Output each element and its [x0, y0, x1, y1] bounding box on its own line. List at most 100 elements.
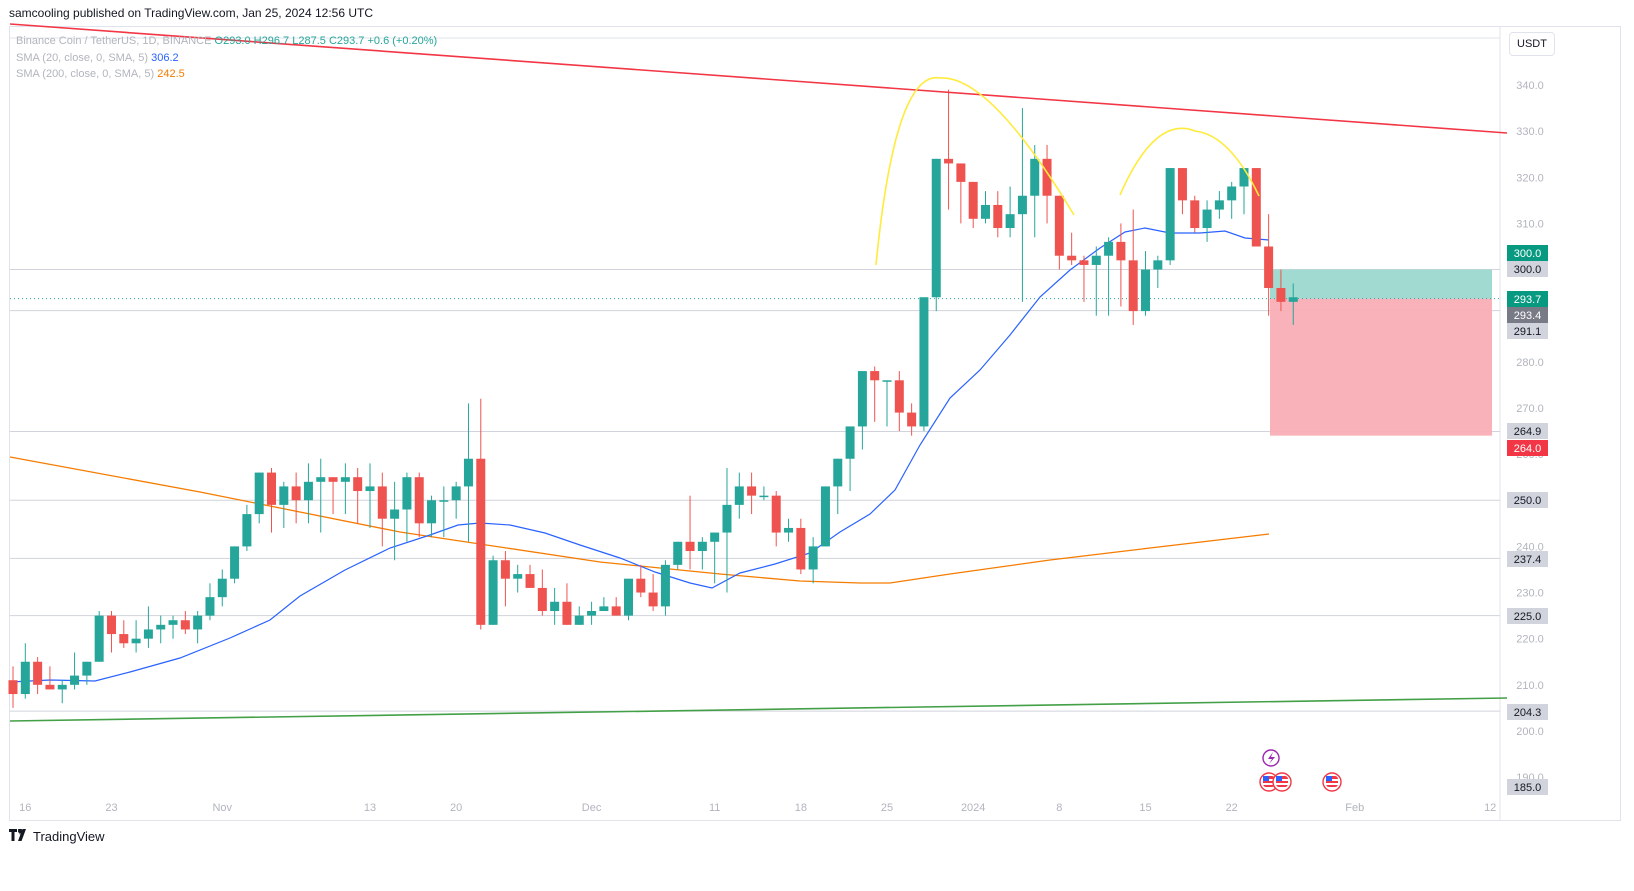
- svg-text:293.7: 293.7: [1514, 294, 1542, 306]
- candle: [734, 486, 744, 505]
- candle: [57, 684, 67, 690]
- tradingview-logo-icon: [9, 829, 29, 844]
- candle: [907, 412, 917, 427]
- price-label: [1507, 291, 1548, 307]
- candle: [944, 158, 954, 164]
- candle: [1116, 241, 1126, 261]
- candle: [685, 541, 695, 552]
- footer-brand[interactable]: TradingView: [9, 829, 105, 844]
- ohlc-open-label: O: [214, 35, 224, 47]
- candle: [882, 380, 892, 382]
- svg-text:Nov: Nov: [212, 802, 232, 814]
- legend-sma20-row[interactable]: SMA (20, close, 0, SMA, 5) 306.2: [16, 50, 437, 67]
- ohlc-close: 293.7: [336, 35, 365, 47]
- candle: [1104, 241, 1114, 256]
- candle: [845, 426, 855, 459]
- ohlc-low: 287.5: [298, 35, 326, 47]
- candle: [106, 615, 116, 635]
- svg-text:264.0: 264.0: [1514, 443, 1542, 455]
- candle: [611, 606, 621, 616]
- legend-sma200-row[interactable]: SMA (200, close, 0, SMA, 5) 242.5: [16, 66, 437, 83]
- candle: [33, 661, 43, 685]
- chart-legend: Binance Coin / TetherUS, 1D, BINANCE O29…: [16, 33, 437, 83]
- candle: [820, 486, 830, 547]
- symbol-name: Binance Coin / TetherUS, 1D, BINANCE: [16, 35, 212, 47]
- svg-text:320.0: 320.0: [1516, 172, 1544, 184]
- candle: [353, 477, 363, 492]
- candle: [414, 477, 424, 524]
- candle: [390, 509, 400, 519]
- candle: [1054, 195, 1064, 256]
- price-label: [1507, 323, 1548, 339]
- svg-text:340.0: 340.0: [1516, 80, 1544, 92]
- svg-text:13: 13: [364, 802, 376, 814]
- candle: [340, 477, 350, 482]
- candle: [759, 495, 769, 498]
- candle: [1276, 288, 1286, 302]
- sma20-label: SMA (20, close, 0, SMA, 5): [16, 51, 149, 64]
- candle: [808, 546, 818, 570]
- svg-text:264.9: 264.9: [1514, 426, 1542, 438]
- sma200-value: 242.5: [157, 68, 185, 80]
- svg-text:280.0: 280.0: [1516, 357, 1544, 369]
- candle: [316, 477, 326, 482]
- svg-text:16: 16: [19, 802, 31, 814]
- candle: [328, 477, 338, 482]
- svg-text:11: 11: [709, 802, 720, 814]
- candle: [747, 486, 757, 496]
- price-label: [1507, 608, 1548, 624]
- svg-text:200.0: 200.0: [1516, 726, 1544, 738]
- candle: [8, 680, 18, 695]
- price-label: [1507, 492, 1548, 508]
- candle: [267, 472, 277, 505]
- candle: [500, 560, 510, 579]
- candle: [697, 541, 707, 552]
- ohlc-open: 293.0: [223, 35, 251, 47]
- shoulder-arc: [1119, 127, 1260, 197]
- candle: [1091, 255, 1101, 265]
- candle: [254, 472, 264, 515]
- candle: [1239, 168, 1249, 187]
- svg-text:Dec: Dec: [582, 802, 602, 814]
- candle: [673, 541, 683, 565]
- candle: [660, 564, 670, 607]
- svg-text:22: 22: [1226, 802, 1238, 814]
- svg-text:25: 25: [881, 802, 893, 814]
- candle: [624, 578, 633, 616]
- candle: [1251, 168, 1261, 247]
- candle: [488, 560, 498, 625]
- candle: [1153, 260, 1163, 270]
- svg-text:270.0: 270.0: [1516, 403, 1544, 415]
- price-label: [1507, 245, 1548, 261]
- svg-text:Feb: Feb: [1345, 802, 1364, 814]
- svg-text:210.0: 210.0: [1516, 680, 1544, 692]
- candle: [1288, 297, 1298, 302]
- candle: [1202, 209, 1212, 229]
- candle: [427, 500, 437, 524]
- candle: [94, 615, 104, 662]
- candle: [784, 527, 794, 533]
- svg-text:185.0: 185.0: [1514, 782, 1542, 794]
- candle: [451, 486, 461, 501]
- candle: [796, 527, 806, 570]
- candle: [1264, 246, 1274, 289]
- candle: [1005, 214, 1015, 229]
- currency-button[interactable]: USDT: [1509, 32, 1555, 56]
- candle: [562, 601, 572, 625]
- candle: [537, 587, 547, 611]
- svg-text:330.0: 330.0: [1516, 126, 1544, 138]
- svg-text:293.4: 293.4: [1514, 310, 1542, 322]
- candles: [8, 89, 1298, 708]
- svg-text:23: 23: [105, 802, 117, 814]
- svg-text:220.0: 220.0: [1516, 634, 1544, 646]
- candle: [168, 620, 178, 625]
- candle: [156, 624, 166, 630]
- svg-text:300.0: 300.0: [1514, 264, 1542, 276]
- svg-text:237.4: 237.4: [1514, 554, 1542, 566]
- candle: [1227, 186, 1237, 201]
- legend-symbol-row[interactable]: Binance Coin / TetherUS, 1D, BINANCE O29…: [16, 33, 437, 50]
- candle: [599, 606, 609, 611]
- candle: [710, 532, 720, 542]
- candle: [365, 486, 375, 492]
